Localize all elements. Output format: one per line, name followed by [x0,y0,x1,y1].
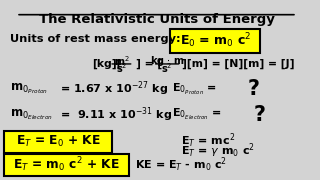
Text: ?: ? [248,79,260,99]
Text: E$_{0_{Electron}}$ =: E$_{0_{Electron}}$ = [172,107,221,122]
Text: ] = [: ] = [ [136,59,162,69]
Text: E$_0$ = m$_0$ c$^2$: E$_0$ = m$_0$ c$^2$ [180,31,251,50]
Text: ][m] = [N][m] = [J]: ][m] = [N][m] = [J] [182,59,295,69]
Text: ?: ? [254,105,266,125]
Text: kg $\cdot$ m: kg $\cdot$ m [150,54,185,68]
Text: =  9.11 x 10$^{-31}$ kg: = 9.11 x 10$^{-31}$ kg [60,105,172,124]
Text: E$_T$ = mc$^2$: E$_T$ = mc$^2$ [181,131,235,150]
FancyBboxPatch shape [4,154,129,176]
Text: m$_{0_{Electron}}$: m$_{0_{Electron}}$ [10,107,53,122]
Text: = 1.67 x 10$^{-27}$ kg: = 1.67 x 10$^{-27}$ kg [60,80,169,98]
FancyBboxPatch shape [170,29,260,53]
Text: m$_{0_{Proton}}$: m$_{0_{Proton}}$ [10,82,48,96]
Text: s$^2$: s$^2$ [116,61,127,75]
Text: E$_T$ = m$_0$ c$^2$ + KE: E$_T$ = m$_0$ c$^2$ + KE [13,156,120,174]
FancyBboxPatch shape [4,131,112,153]
Text: The Relativistic Units of Energy: The Relativistic Units of Energy [38,13,275,26]
Text: E$_T$ = $\gamma$ m$_0$ c$^2$: E$_T$ = $\gamma$ m$_0$ c$^2$ [181,142,255,160]
Text: m$^2$: m$^2$ [114,54,129,68]
Text: E$_{0_{Proton}}$ =: E$_{0_{Proton}}$ = [172,82,217,97]
Text: Units of rest mass energy:: Units of rest mass energy: [10,34,181,44]
Text: s$^2$: s$^2$ [162,61,173,75]
Text: E$_T$ = E$_0$ + KE: E$_T$ = E$_0$ + KE [16,134,101,149]
Text: KE = E$_T$ - m$_0$ c$^2$: KE = E$_T$ - m$_0$ c$^2$ [135,156,227,174]
Text: [kg][: [kg][ [92,59,122,69]
